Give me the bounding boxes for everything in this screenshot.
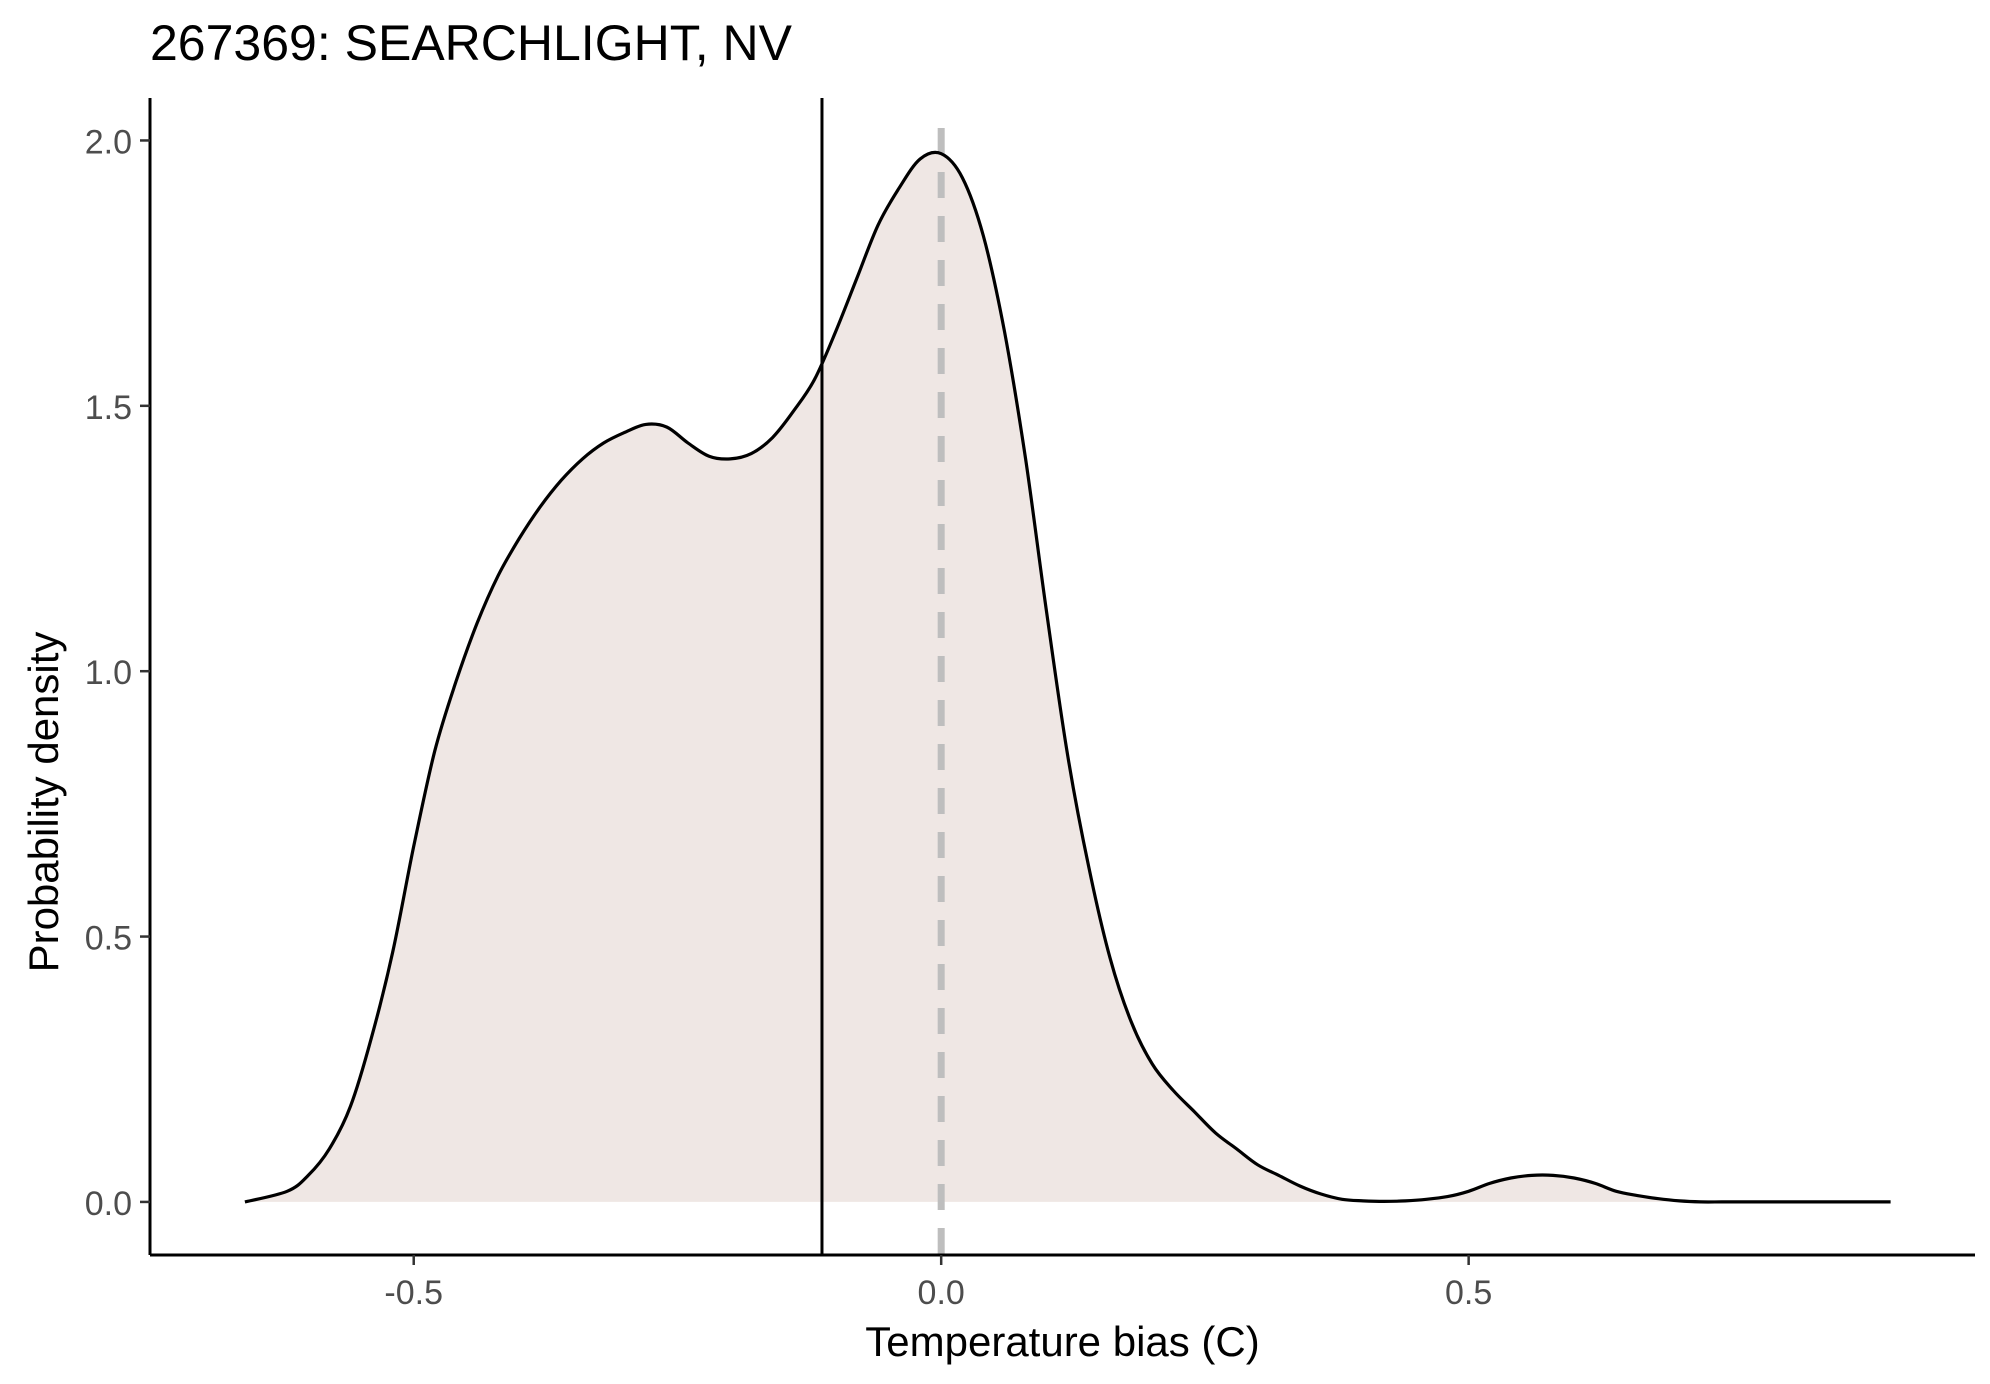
chart-title: 267369: SEARCHLIGHT, NV bbox=[150, 15, 792, 71]
density-fill-area bbox=[244, 152, 1891, 1202]
x-tick-label: 0.0 bbox=[918, 1274, 965, 1312]
y-tick-label: 0.5 bbox=[85, 920, 132, 958]
plot-area bbox=[244, 98, 1891, 1255]
axes: 0.0 0.5 1.0 1.5 2.0 -0.5 0.0 0.5 bbox=[85, 98, 1975, 1312]
y-tick-label: 1.5 bbox=[85, 389, 132, 427]
y-tick-label: 2.0 bbox=[85, 123, 132, 161]
y-tick-label: 0.0 bbox=[85, 1185, 132, 1223]
y-axis-label: Probability density bbox=[20, 631, 67, 973]
x-axis-label: Temperature bias (C) bbox=[865, 1318, 1260, 1365]
x-tick-label: -0.5 bbox=[384, 1274, 443, 1312]
density-curve bbox=[244, 150, 1891, 1204]
y-tick-label: 1.0 bbox=[85, 654, 132, 692]
x-tick-label: 0.5 bbox=[1445, 1274, 1492, 1312]
